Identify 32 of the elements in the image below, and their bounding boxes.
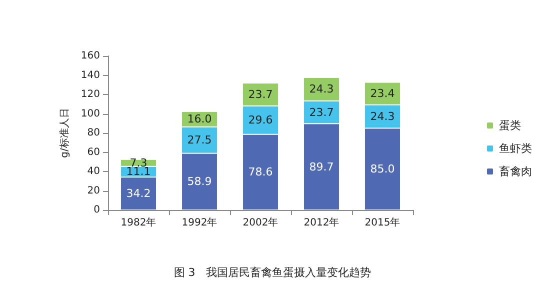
data-label: 89.7 <box>309 160 334 174</box>
data-label: 78.6 <box>248 166 273 179</box>
data-label: 85.0 <box>370 162 395 176</box>
y-tick-label: 160 <box>80 50 100 62</box>
text: 图 3 我国居民畜禽鱼蛋摄入量变化趋势 <box>174 266 372 279</box>
x-tick-label: 1982年 <box>120 216 156 228</box>
y-axis-title: g/标准人日 <box>58 108 71 158</box>
data-label: 34.2 <box>126 187 151 200</box>
data-label: 23.4 <box>370 87 395 100</box>
y-tick-label: 100 <box>80 108 100 120</box>
data-label: 27.5 <box>187 134 212 147</box>
y-tick-label: 40 <box>87 166 100 177</box>
y-tick-label: 140 <box>80 70 100 81</box>
x-tick-label: 2015年 <box>364 216 400 228</box>
x-tick-label: 1992年 <box>182 216 218 228</box>
y-tick-label: 80 <box>87 128 100 138</box>
data-label: 16.0 <box>187 112 212 126</box>
legend-label: 鱼虾类 <box>499 142 532 155</box>
data-label: 23.7 <box>309 106 334 119</box>
data-label: 23.7 <box>248 88 273 101</box>
y-tick-label: 0 <box>94 204 100 216</box>
data-label: 58.9 <box>187 175 212 188</box>
x-tick-label: 2002年 <box>242 216 278 228</box>
data-label: 29.6 <box>248 114 273 127</box>
legend-label: 蛋类 <box>499 119 521 132</box>
legend-label: 畜禽肉 <box>499 165 532 178</box>
data-label: 24.3 <box>309 82 334 96</box>
y-tick-label: 20 <box>87 185 100 196</box>
y-tick-label: 120 <box>80 89 100 100</box>
y-tick-label: 60 <box>87 146 100 158</box>
data-label: 24.3 <box>370 110 395 123</box>
x-tick-label: 2012年 <box>304 216 340 228</box>
